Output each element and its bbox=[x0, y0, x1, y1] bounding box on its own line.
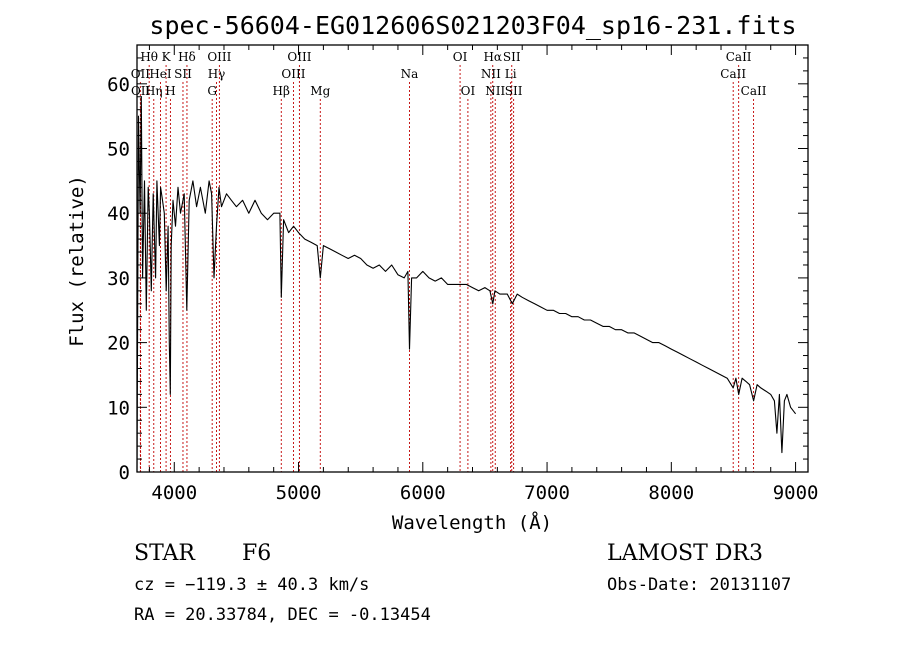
line-marker-label: NII bbox=[481, 67, 501, 81]
line-marker-label: Na bbox=[401, 67, 419, 81]
x-tick-label: 6000 bbox=[400, 482, 446, 504]
survey-name: LAMOST DR3 bbox=[607, 541, 763, 566]
y-tick-label: 20 bbox=[107, 333, 130, 355]
y-tick-label: 10 bbox=[107, 397, 130, 419]
line-marker-label: OI bbox=[461, 84, 476, 98]
line-marker-label: Hα bbox=[483, 50, 502, 64]
plot-frame bbox=[136, 44, 809, 473]
line-marker-label: Hδ bbox=[178, 50, 196, 64]
line-marker-label: Mg bbox=[310, 84, 330, 98]
object-class: STAR bbox=[134, 541, 196, 566]
line-marker-label: CaII bbox=[741, 84, 767, 98]
line-marker-label: OII bbox=[131, 67, 151, 81]
line-marker-label: OIII bbox=[281, 67, 305, 81]
y-tick-label: 0 bbox=[119, 462, 130, 484]
line-marker-label: CaII bbox=[720, 67, 746, 81]
sky-coordinates: RA = 20.33784, DEC = -0.13454 bbox=[134, 605, 431, 625]
y-axis-label: Flux (relative) bbox=[66, 175, 88, 347]
x-tick-label: 9000 bbox=[773, 482, 819, 504]
x-axis-label: Wavelength (Å) bbox=[392, 511, 552, 534]
observation-date: Obs-Date: 20131107 bbox=[607, 575, 791, 595]
line-marker-label: Hβ bbox=[273, 84, 290, 98]
object-subclass: F6 bbox=[242, 541, 271, 566]
redshift-velocity: cz = −119.3 ± 40.3 km/s bbox=[134, 575, 369, 595]
line-marker-label: SII bbox=[503, 50, 521, 64]
line-marker-label: HeI bbox=[149, 67, 172, 81]
line-marker-label: OIII bbox=[287, 50, 311, 64]
line-marker-label: Hη bbox=[145, 84, 163, 98]
y-tick-label: 60 bbox=[107, 74, 130, 96]
y-tick-label: 50 bbox=[107, 139, 130, 161]
x-tick-label: 5000 bbox=[276, 482, 322, 504]
line-marker-label: NII bbox=[485, 84, 505, 98]
chart-title: spec-56604-EG012606S021203F04_sp16-231.f… bbox=[149, 11, 796, 40]
line-marker-label: OII bbox=[131, 84, 151, 98]
x-tick-label: 7000 bbox=[524, 482, 570, 504]
line-marker-label: G bbox=[207, 84, 217, 98]
y-tick-label: 30 bbox=[107, 268, 130, 290]
line-markers bbox=[139, 65, 755, 472]
line-marker-label: Hγ bbox=[208, 67, 226, 81]
line-marker-label: CaII bbox=[726, 50, 752, 64]
line-marker-label: Li bbox=[505, 67, 517, 81]
line-marker-label: SII bbox=[174, 67, 192, 81]
y-tick-label: 40 bbox=[107, 203, 130, 225]
line-marker-label: Hθ bbox=[140, 50, 158, 64]
x-tick-label: 8000 bbox=[648, 482, 694, 504]
line-marker-label: SII bbox=[505, 84, 523, 98]
x-tick-label: 4000 bbox=[151, 482, 197, 504]
spectrum-series-line bbox=[136, 96, 797, 473]
line-marker-label: OIII bbox=[207, 50, 231, 64]
line-marker-label: OI bbox=[453, 50, 468, 64]
y-axis: 0 10 20 30 40 50 60 bbox=[107, 57, 808, 484]
line-marker-label: K bbox=[162, 50, 172, 64]
line-marker-labels: Hθ OII OII K HeI Hη H SII Hδ OIII Hγ G Hβ OIII OIII Mg N… bbox=[131, 50, 767, 98]
x-axis: 4000 5000 6000 7000 8000 9000 bbox=[148, 45, 819, 504]
line-marker-label: H bbox=[165, 84, 175, 98]
